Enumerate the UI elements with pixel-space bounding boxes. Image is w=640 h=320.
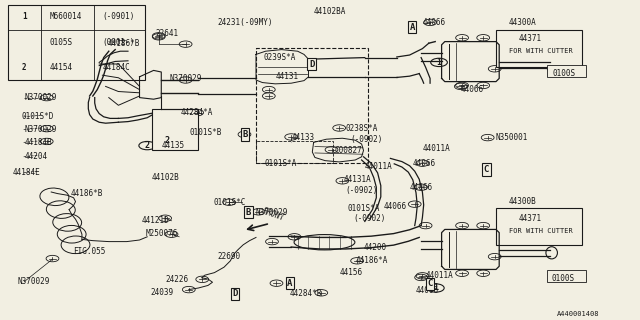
Text: B: B	[246, 208, 251, 217]
Text: 44102B: 44102B	[152, 173, 179, 182]
Text: A: A	[287, 279, 292, 288]
Text: 22641: 22641	[156, 29, 179, 38]
Text: D: D	[232, 289, 237, 298]
Text: 44156: 44156	[339, 268, 362, 277]
Text: FIG.055: FIG.055	[74, 247, 106, 256]
Text: 44066: 44066	[413, 159, 436, 168]
Text: (0901-): (0901-)	[102, 38, 135, 47]
Text: 44066: 44066	[416, 286, 439, 295]
Text: 0101S*C: 0101S*C	[213, 198, 246, 207]
Text: N370029: N370029	[170, 74, 202, 83]
Text: 44066: 44066	[384, 202, 407, 211]
Text: 44300B: 44300B	[509, 197, 536, 206]
Text: 44200: 44200	[364, 243, 387, 252]
Text: 44121D: 44121D	[142, 216, 170, 225]
Text: 44011A: 44011A	[426, 271, 453, 280]
Text: C: C	[484, 165, 489, 174]
Text: 24231(-09MY): 24231(-09MY)	[218, 18, 273, 27]
Text: FOR WITH CUTTER: FOR WITH CUTTER	[509, 228, 573, 234]
Text: 1: 1	[22, 12, 27, 21]
Text: (-0902): (-0902)	[346, 186, 378, 195]
Text: FOR WITH CUTTER: FOR WITH CUTTER	[509, 48, 573, 54]
Text: FRONT: FRONT	[261, 206, 286, 223]
Bar	[256, 48, 368, 163]
Text: 44371: 44371	[518, 214, 541, 223]
Text: N370029: N370029	[18, 277, 51, 286]
Text: N350001: N350001	[496, 133, 529, 142]
Text: 44133: 44133	[291, 133, 314, 142]
Text: 0100S: 0100S	[552, 274, 575, 283]
Text: 44284*A: 44284*A	[180, 108, 213, 116]
Text: 44135: 44135	[161, 141, 184, 150]
Text: 44186*A: 44186*A	[355, 256, 388, 265]
Text: 0239S*A: 0239S*A	[264, 53, 296, 62]
Text: 44066: 44066	[410, 183, 433, 192]
Text: 44066: 44066	[461, 85, 484, 94]
Bar	[547, 270, 586, 282]
Text: 44186*B: 44186*B	[70, 189, 103, 198]
Bar	[256, 141, 333, 163]
Text: 44184E: 44184E	[13, 168, 40, 177]
Bar	[496, 208, 582, 245]
Text: 24226: 24226	[165, 275, 188, 284]
Text: 44131A: 44131A	[344, 175, 371, 184]
Bar	[152, 109, 198, 150]
Text: 1: 1	[436, 58, 442, 67]
Text: 24039: 24039	[150, 288, 173, 297]
Text: D: D	[309, 60, 314, 68]
Text: 44186*B: 44186*B	[108, 39, 140, 48]
Text: 44371: 44371	[518, 34, 541, 43]
Bar	[496, 30, 582, 67]
Text: 44011A: 44011A	[365, 162, 392, 171]
Text: 2: 2	[164, 136, 170, 145]
Text: 44184B: 44184B	[24, 138, 52, 147]
Text: 22690: 22690	[218, 252, 241, 261]
Text: 0101S*B: 0101S*B	[189, 128, 222, 137]
Text: 2: 2	[22, 63, 27, 72]
Text: 44011A: 44011A	[422, 144, 450, 153]
Text: (-0902): (-0902)	[351, 135, 383, 144]
Text: 44300A: 44300A	[509, 18, 536, 27]
Text: 44184C: 44184C	[102, 63, 130, 72]
Text: A: A	[410, 23, 415, 32]
Text: 0101S*D: 0101S*D	[21, 112, 54, 121]
Text: N370029: N370029	[24, 93, 57, 102]
Text: A440001408: A440001408	[557, 311, 599, 317]
Text: 44131: 44131	[275, 72, 298, 81]
Bar	[8, 5, 145, 80]
Text: M250076: M250076	[146, 229, 179, 238]
Bar	[547, 65, 586, 77]
Text: 44102BA: 44102BA	[314, 7, 346, 16]
Text: 0105S: 0105S	[49, 38, 72, 47]
Text: 0101S*A: 0101S*A	[348, 204, 380, 213]
Text: (-0902): (-0902)	[353, 214, 386, 223]
Text: 0238S*A: 0238S*A	[346, 124, 378, 132]
Text: 2: 2	[145, 141, 150, 150]
Text: (-0901): (-0901)	[102, 12, 135, 21]
Text: B: B	[243, 130, 248, 139]
Text: 0101S*A: 0101S*A	[264, 159, 297, 168]
Text: C: C	[428, 279, 433, 288]
Text: N370029: N370029	[24, 125, 57, 134]
Text: N370029: N370029	[255, 208, 288, 217]
Text: 44284*B: 44284*B	[290, 289, 323, 298]
Text: C00827: C00827	[335, 146, 362, 155]
Text: 0100S: 0100S	[552, 69, 575, 78]
Text: 44204: 44204	[24, 152, 47, 161]
Text: M660014: M660014	[49, 12, 82, 21]
Text: 1: 1	[433, 284, 438, 292]
Text: 44066: 44066	[422, 18, 445, 27]
Text: 44154: 44154	[49, 63, 72, 72]
